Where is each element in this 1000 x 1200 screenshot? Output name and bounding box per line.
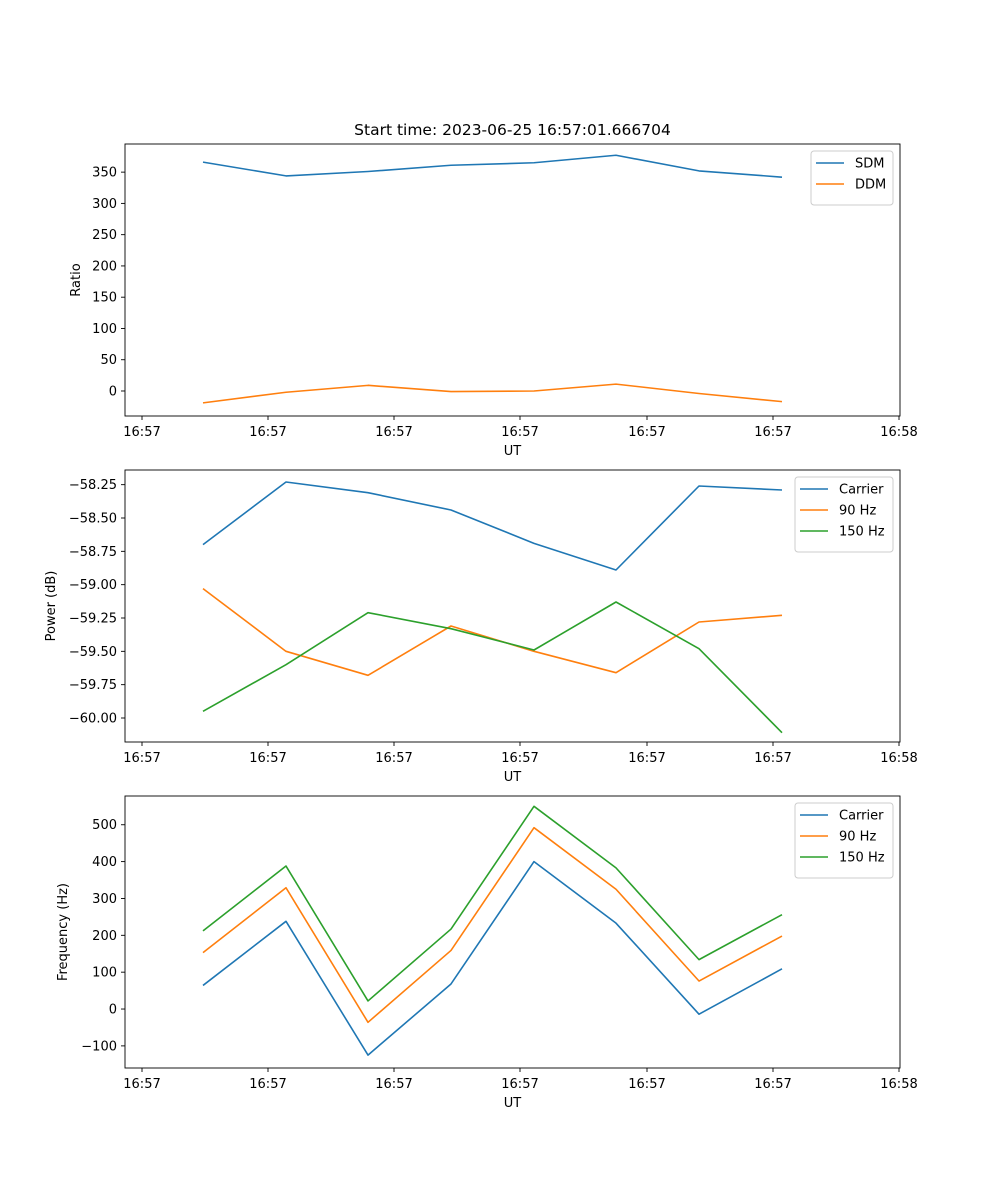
y-tick-label: 250 (92, 228, 117, 243)
x-tick-label: 16:57 (501, 1077, 538, 1092)
x-tick-label: 16:58 (880, 1077, 917, 1092)
series-line-carrier (202, 860, 783, 1056)
x-tick-label: 16:57 (249, 751, 286, 766)
x-tick-label: 16:57 (123, 1077, 160, 1092)
y-tick-label: 300 (92, 197, 117, 212)
y-axis-label: Frequency (Hz) (56, 883, 71, 981)
series-line-sdm (202, 154, 783, 178)
x-tick-label: 16:57 (249, 1077, 286, 1092)
y-tick-label: 300 (92, 892, 117, 907)
legend-entry: Carrier (839, 809, 884, 824)
subplot-2: 16:57 16:57 16:57 16:57 16:57 16:57 16:58 −60.0… (44, 469, 918, 785)
legend-box (794, 476, 894, 553)
y-tick-label: 200 (92, 259, 117, 274)
series-line-90-hz (202, 826, 783, 1024)
y-tick-label: 500 (92, 818, 117, 833)
axes-frame (124, 143, 901, 417)
y-tick-label: −60.00 (69, 712, 117, 727)
y-tick-label: −58.25 (69, 478, 117, 493)
y-tick-label: 100 (92, 322, 117, 337)
legend-entry: DDM (855, 178, 886, 193)
y-tick-label: 50 (100, 353, 117, 368)
legend-entry: Carrier (839, 483, 884, 498)
x-tick-label: 16:57 (754, 1077, 791, 1092)
series-line-150-hz (202, 805, 783, 1002)
y-tick-label: 100 (92, 966, 117, 981)
y-tick-label: −58.50 (69, 512, 117, 527)
x-tick-label: 16:57 (123, 425, 160, 440)
x-tick-label: 16:57 (501, 751, 538, 766)
x-tick-label: 16:57 (375, 425, 412, 440)
y-tick-label: 350 (92, 166, 117, 181)
y-axis-label: Power (dB) (44, 571, 59, 642)
x-tick-label: 16:57 (754, 751, 791, 766)
axes-frame (124, 795, 901, 1069)
x-axis-label: UT (504, 1096, 522, 1111)
x-tick-label: 16:57 (754, 425, 791, 440)
series-line-150-hz (202, 601, 783, 734)
y-tick-label: −59.25 (69, 612, 117, 627)
series-line-ddm (202, 383, 783, 404)
series-line-carrier (202, 481, 783, 571)
y-axis-label: Ratio (69, 263, 84, 296)
x-tick-label: 16:57 (249, 425, 286, 440)
x-tick-label: 16:57 (501, 425, 538, 440)
y-tick-label: 200 (92, 929, 117, 944)
x-tick-label: 16:58 (880, 751, 917, 766)
y-tick-label: 150 (92, 291, 117, 306)
legend-entry: SDM (855, 157, 884, 172)
y-tick-label: −59.75 (69, 678, 117, 693)
x-tick-label: 16:57 (628, 1077, 665, 1092)
subplot-3: 16:57 16:57 16:57 16:57 16:57 16:57 16:58 −100 0… (56, 795, 918, 1111)
axes-frame (124, 469, 901, 743)
x-tick-label: 16:57 (123, 751, 160, 766)
x-tick-label: 16:57 (628, 425, 665, 440)
x-tick-label: 16:57 (375, 1077, 412, 1092)
y-tick-label: −59.50 (69, 645, 117, 660)
y-tick-label: 400 (92, 855, 117, 870)
legend-entry: 150 Hz (839, 525, 885, 540)
x-axis-label: UT (504, 444, 522, 459)
x-tick-label: 16:58 (880, 425, 917, 440)
legend-box (794, 802, 894, 879)
y-tick-label: −59.00 (69, 578, 117, 593)
y-tick-label: −58.75 (69, 545, 117, 560)
legend-box (810, 150, 894, 206)
legend-entry: 90 Hz (839, 504, 876, 519)
chart-title: Start time: 2023-06-25 16:57:01.666704 (354, 121, 671, 139)
legend: Carrier 90 Hz 150 Hz (794, 476, 894, 553)
y-tick-label: 0 (109, 384, 117, 399)
legend-entry: 150 Hz (839, 851, 885, 866)
legend-entry: 90 Hz (839, 830, 876, 845)
x-axis-label: UT (504, 770, 522, 785)
x-tick-label: 16:57 (628, 751, 665, 766)
subplot-1: Start time: 2023-06-25 16:57:01.666704 16… (69, 121, 918, 459)
legend: Carrier 90 Hz 150 Hz (794, 802, 894, 879)
y-tick-label: 0 (109, 1003, 117, 1018)
x-tick-label: 16:57 (375, 751, 412, 766)
legend: SDM DDM (810, 150, 894, 206)
y-tick-label: −100 (81, 1039, 117, 1054)
